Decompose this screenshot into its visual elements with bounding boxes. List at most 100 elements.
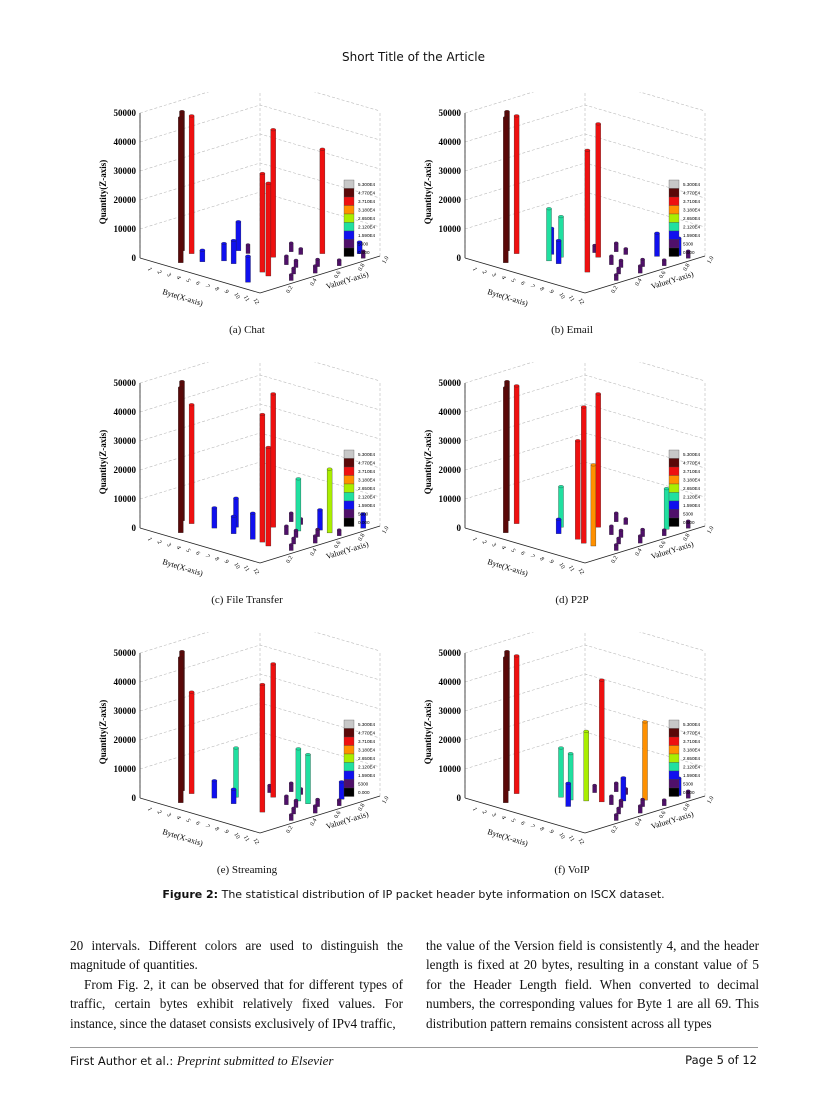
z-tick-label: 20000	[114, 195, 137, 205]
colorbar: 5.300E4 4.770E4 3.710E4 3.180E4 2.650E4 2.120…	[668, 449, 701, 527]
bar	[513, 654, 520, 794]
x-tick-label: 4	[175, 545, 182, 551]
bar	[259, 683, 266, 813]
colorbar-swatch	[668, 517, 680, 527]
x-tick-label: 4	[500, 545, 507, 551]
x-tick-label: 12	[576, 568, 584, 576]
x-tick-label: 12	[251, 298, 259, 306]
x-tick-label: 7	[528, 554, 535, 560]
y-tick-label: 0.4	[635, 278, 644, 287]
colorbar-swatch	[668, 500, 680, 510]
gridline	[464, 632, 535, 654]
y-axis-label: Value(Y-axis)	[325, 269, 370, 291]
colorbar-swatch	[343, 753, 355, 763]
small-bar	[315, 257, 320, 267]
small-bar	[289, 543, 294, 551]
bar	[230, 514, 237, 534]
colorbar-label: 2.650E4	[358, 216, 376, 221]
x-tick-label: 7	[203, 554, 210, 560]
x-axis	[464, 527, 586, 564]
colorbar-swatch	[343, 728, 355, 738]
colorbar-swatch	[668, 205, 680, 215]
colorbar-label: 2.120E4	[683, 225, 701, 230]
colorbar-swatch	[668, 222, 680, 232]
footer-left: First Author et al.: Preprint submitted …	[70, 1053, 333, 1069]
gridline	[139, 632, 210, 654]
colorbar-swatch	[668, 770, 680, 780]
x-tick-label: 10	[232, 832, 240, 840]
subfigure-caption: (d) P2P	[555, 594, 589, 606]
small-bar	[291, 806, 296, 815]
z-tick-label: 20000	[114, 465, 137, 475]
colorbar-label: 5.300E4	[683, 722, 701, 727]
colorbar-swatch	[343, 509, 355, 519]
colorbar-swatch	[668, 179, 680, 189]
small-bar	[609, 794, 614, 805]
x-axis	[139, 797, 261, 834]
colorbar-label: 5.300E4	[358, 182, 376, 187]
bar	[595, 122, 601, 258]
colorbar-swatch	[668, 492, 680, 502]
z-tick-label: 50000	[439, 648, 462, 658]
colorbar: 5.300E4 4.770E4 3.710E4 3.180E4 2.650E4 2.120…	[343, 719, 376, 797]
small-bar	[640, 527, 645, 537]
colorbar-label: 2.120E4	[683, 765, 701, 770]
x-tick-label: 10	[557, 292, 565, 300]
colorbar-label: 2.120E4	[358, 225, 376, 230]
colorbar-swatch	[668, 719, 680, 729]
x-tick-label: 3	[165, 812, 172, 818]
z-tick-label: 50000	[114, 108, 137, 118]
z-tick-label: 0	[132, 523, 137, 533]
bar	[338, 780, 345, 800]
x-tick-label: 6	[194, 551, 201, 557]
x-tick-label: 1	[471, 267, 478, 273]
x-tick-label: 1	[471, 807, 478, 813]
colorbar-swatch	[343, 247, 355, 257]
z-tick-label: 10000	[439, 764, 462, 774]
colorbar-swatch	[668, 449, 680, 459]
y-tick-label: 0.6	[334, 270, 343, 279]
colorbar-swatch	[668, 509, 680, 519]
x-tick-label: 3	[165, 542, 172, 548]
z-tick-label: 30000	[439, 436, 462, 446]
colorbar-swatch	[343, 449, 355, 459]
x-axis	[139, 527, 261, 564]
colorbar-swatch	[343, 475, 355, 485]
subfigure: 0 10000 20000 30000 40000 50000 1 2 3 4 5 6 7 8 9 10 11 1…	[417, 92, 727, 354]
gridline	[464, 362, 535, 384]
small-bar	[291, 266, 296, 275]
y-tick-label: 0.2	[611, 825, 620, 834]
x-tick-label: 12	[251, 568, 259, 576]
small-bar	[361, 249, 366, 259]
y-tick-label: 0.2	[286, 555, 295, 564]
x-tick-label: 11	[567, 835, 575, 843]
x-axis-label: Byte(X-axis)	[486, 557, 529, 578]
small-bar	[609, 254, 614, 265]
colorbar-label: 3.180E4	[358, 208, 376, 213]
x-tick-label: 2	[155, 810, 162, 816]
paragraph: the value of the Version field is consis…	[426, 938, 759, 1031]
colorbar-swatch	[343, 466, 355, 476]
z-tick-label: 0	[132, 253, 137, 263]
small-bar	[289, 511, 294, 522]
z-tick-label: 0	[457, 253, 462, 263]
x-axis-label: Byte(X-axis)	[486, 827, 529, 848]
y-axis-label: Value(Y-axis)	[325, 539, 370, 561]
x-tick-label: 11	[567, 295, 575, 303]
gridline	[638, 362, 706, 382]
x-tick-label: 11	[567, 565, 575, 573]
z-axis-label: Quantity(Z-axis)	[98, 430, 108, 495]
paragraph: From Fig. 2, it can be observed that for…	[70, 976, 403, 1031]
y-tick-label: 0.8	[358, 263, 367, 272]
z-tick-label: 50000	[439, 108, 462, 118]
bar	[620, 776, 627, 802]
y-axis-label: Value(Y-axis)	[650, 539, 695, 561]
z-axis-label: Quantity(Z-axis)	[423, 430, 433, 495]
z-tick-label: 30000	[439, 706, 462, 716]
colorbar-swatch	[668, 188, 680, 198]
colorbar-swatch	[343, 787, 355, 797]
bar	[326, 467, 333, 534]
z-tick-label: 20000	[439, 465, 462, 475]
y-tick-label: 0.2	[286, 825, 295, 834]
